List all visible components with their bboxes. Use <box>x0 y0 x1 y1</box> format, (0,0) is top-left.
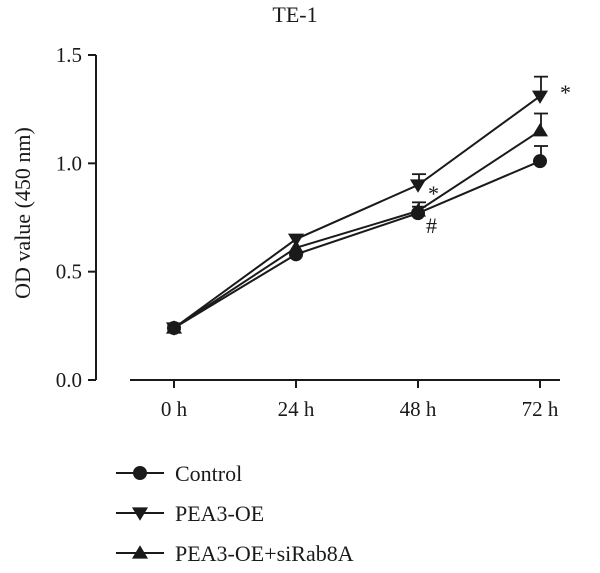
marker-triangle-up <box>409 203 427 217</box>
series-pea3-oe-sirab8a <box>165 112 549 334</box>
y-axis-label: OD value (450 nm) <box>10 127 35 299</box>
x-tick-label: 48 h <box>400 397 437 421</box>
marker-triangle-up <box>287 240 305 254</box>
legend-label: Control <box>175 461 242 486</box>
y-tick-label: 1.0 <box>56 151 82 175</box>
marker-circle <box>533 154 547 169</box>
annotation-asterisk: * <box>560 80 571 105</box>
legend: Control PEA3-OE PEA3-OE+siRab8A <box>116 461 354 566</box>
series-line <box>173 129 541 329</box>
legend-label: PEA3-OE+siRab8A <box>175 541 354 566</box>
marker-circle <box>133 466 147 480</box>
y-tick-label: 0.0 <box>56 368 82 392</box>
annotations-layer: * * # <box>426 80 571 238</box>
y-tick-label: 0.5 <box>56 260 82 284</box>
series-control <box>167 145 548 335</box>
axes: 0.0 0.5 1.0 1.5 0 h 24 h 48 h 72 h <box>56 43 560 421</box>
x-tick-label: 0 h <box>161 397 188 421</box>
marker-triangle-up <box>531 123 549 137</box>
series-line <box>173 160 541 329</box>
legend-item: Control <box>116 461 242 486</box>
series-line <box>173 95 541 329</box>
legend-label: PEA3-OE <box>175 501 264 526</box>
chart-title: TE-1 <box>272 2 317 27</box>
x-tick-label: 72 h <box>522 397 559 421</box>
marker-triangle-down <box>531 90 549 104</box>
marker-triangle-up <box>165 320 183 334</box>
series-layer <box>165 75 549 336</box>
annotation-hash: # <box>426 213 437 238</box>
legend-item: PEA3-OE <box>116 501 264 526</box>
series-pea3-oe <box>165 75 549 336</box>
x-tick-label: 24 h <box>278 397 315 421</box>
marker-triangle-down <box>409 179 427 193</box>
annotation-asterisk: * <box>428 181 439 206</box>
y-tick-label: 1.5 <box>56 43 82 67</box>
marker-triangle-down <box>131 507 149 521</box>
legend-item: PEA3-OE+siRab8A <box>116 541 354 566</box>
marker-triangle-up <box>131 545 149 559</box>
